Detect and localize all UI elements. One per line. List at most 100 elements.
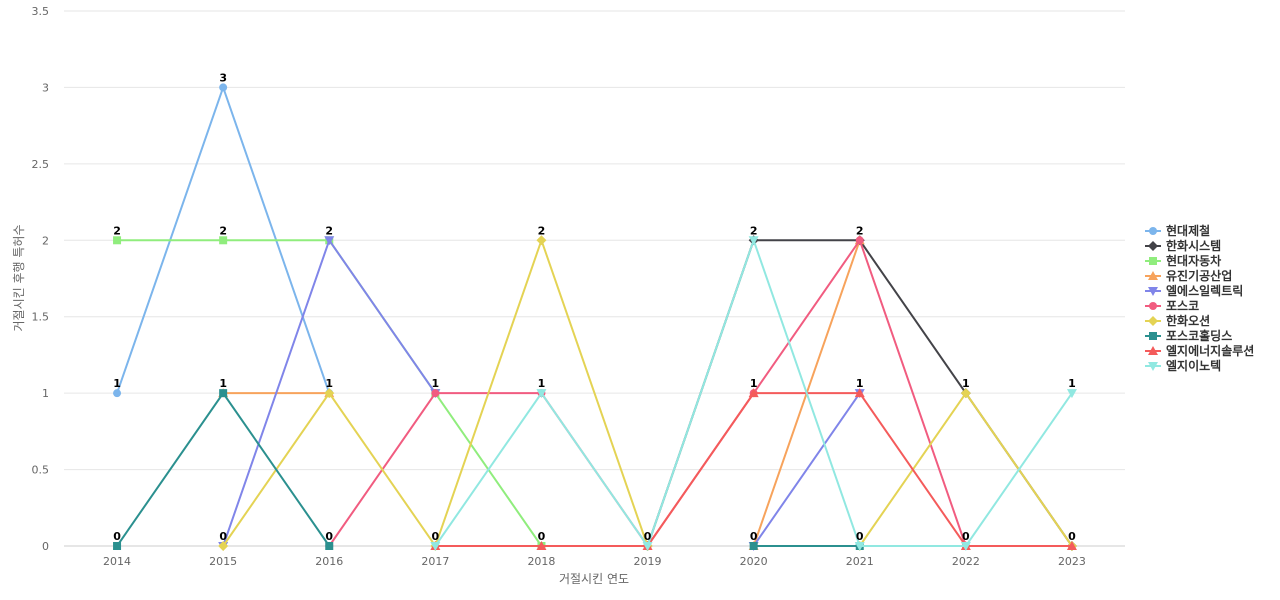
series-10 [430,236,1077,551]
data-point [113,542,122,550]
data-point [536,235,547,246]
legend-label: 엘에스일렉트릭 [1166,283,1243,298]
data-point [960,388,971,399]
legend-item[interactable]: 포스코홀딩스 [1145,328,1232,343]
data-point [749,542,758,550]
data-label: 2 [856,224,864,237]
data-label: 1 [219,377,227,390]
series-group [113,83,1077,551]
data-point [1066,389,1077,399]
legend-marker [1149,302,1157,310]
data-point [430,542,441,551]
legend-item[interactable]: 한화시스템 [1145,238,1221,253]
data-labels: 2 1 0 3 2 1 0 2 1 0 1 0 2 1 0 0 2 1 0 2 1 0 1 0 1 0 [113,71,1076,543]
legend-label: 엘지에너지솔루션 [1166,343,1254,358]
y-tick-label: 1.5 [32,311,50,324]
legend-item[interactable]: 엘에스일렉트릭 [1145,283,1243,298]
data-point [748,236,759,246]
legend-item[interactable]: 한화오션 [1145,313,1210,328]
x-tick-label: 2018 [527,555,555,568]
x-tick-label: 2020 [740,555,768,568]
legend-marker [1148,346,1158,355]
legend-item[interactable]: 엘지에너지솔루션 [1145,343,1254,358]
legend-marker [1148,316,1158,326]
x-tick-label: 2021 [846,555,874,568]
data-label: 1 [538,377,546,390]
data-label: 2 [113,224,121,237]
data-point [113,389,122,398]
data-point [219,389,228,398]
legend-item[interactable]: 현대제철 [1145,223,1210,238]
data-label: 2 [538,224,546,237]
y-tick-label: 3.5 [32,5,50,18]
data-label: 0 [325,530,333,543]
y-tick-label: 2.5 [32,158,50,171]
data-point [324,236,335,246]
data-point [219,236,228,245]
legend-item[interactable]: 유진기공산업 [1145,268,1232,283]
data-point [325,542,334,550]
data-label: 1 [1068,377,1076,390]
data-label: 0 [219,530,227,543]
data-label: 0 [113,530,121,543]
data-label: 3 [219,71,227,84]
data-label: 0 [750,530,758,543]
data-label: 0 [856,530,864,543]
data-label: 0 [962,530,970,543]
data-label: 0 [644,530,652,543]
legend-marker [1149,332,1157,340]
y-tick-label: 2 [42,234,49,247]
data-point [536,541,547,550]
y-tick-label: 0 [42,540,49,553]
legend-marker [1148,271,1158,280]
data-label: 1 [113,377,121,390]
data-point [218,541,229,551]
y-tick-label: 0.5 [32,464,50,477]
x-tick-label: 2019 [634,555,662,568]
data-label: 2 [219,224,227,237]
legend-label: 유진기공산업 [1166,268,1232,283]
data-point [113,236,122,245]
legend-marker [1148,241,1158,251]
data-point [854,388,865,398]
legend[interactable]: 현대제철한화시스템현대자동차유진기공산업엘에스일렉트릭포스코한화오션포스코홀딩스… [1145,223,1254,373]
data-label: 1 [325,377,333,390]
data-label: 1 [432,377,440,390]
data-point [536,389,547,399]
x-tick-label: 2016 [315,555,343,568]
legend-marker [1149,257,1157,265]
x-tick-label: 2017 [421,555,449,568]
data-label: 2 [325,224,333,237]
legend-item[interactable]: 엘지이노텍 [1145,358,1221,373]
legend-item[interactable]: 포스코 [1145,299,1199,313]
x-tick-label: 2022 [952,555,980,568]
legend-marker [1148,287,1158,296]
legend-label: 포스코홀딩스 [1166,328,1232,343]
data-label: 0 [538,530,546,543]
legend-marker [1149,227,1157,235]
data-label: 1 [856,377,864,390]
legend-label: 현대자동차 [1166,253,1221,268]
data-label: 0 [432,530,440,543]
legend-item[interactable]: 현대자동차 [1145,253,1221,268]
legend-label: 현대제철 [1166,223,1210,238]
legend-label: 한화오션 [1166,313,1210,328]
x-tick-label: 2014 [103,555,131,568]
data-point [855,236,864,245]
legend-marker [1148,362,1158,371]
x-axis-ticks: 2014 2015 2016 2017 2018 2019 2020 2021 2022 2023 [103,555,1086,568]
data-point [960,542,971,551]
legend-label: 엘지이노텍 [1166,358,1221,373]
y-axis-ticks: 0 0.5 1 1.5 2 2.5 3 3.5 [32,5,50,553]
data-label: 1 [750,377,758,390]
y-axis-title: 거절시킨 후행 특허수 [11,225,26,332]
y-tick-label: 1 [42,387,49,400]
legend-label: 포스코 [1166,299,1199,313]
data-point [431,389,440,398]
data-point [642,542,653,551]
data-label: 0 [1068,530,1076,543]
y-tick-label: 3 [42,81,49,94]
x-axis-title: 거절시킨 연도 [559,572,629,586]
series-8 [113,389,864,550]
